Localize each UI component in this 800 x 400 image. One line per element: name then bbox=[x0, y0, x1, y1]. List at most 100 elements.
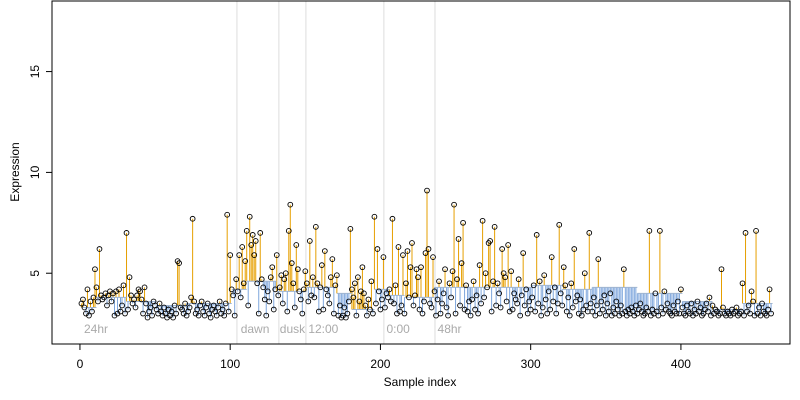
data-point bbox=[299, 310, 306, 317]
data-point bbox=[586, 230, 593, 236]
data-point bbox=[578, 312, 585, 319]
data-point bbox=[263, 312, 270, 319]
data-point bbox=[669, 312, 675, 319]
data-point bbox=[587, 300, 594, 307]
data-point bbox=[488, 308, 495, 315]
data-point bbox=[416, 306, 423, 313]
data-point bbox=[574, 292, 581, 299]
data-point bbox=[487, 238, 493, 244]
data-point bbox=[428, 304, 435, 311]
data-point bbox=[520, 250, 527, 256]
x-axis-label: Sample index bbox=[384, 375, 457, 389]
data-point bbox=[251, 252, 258, 258]
data-point bbox=[645, 308, 651, 315]
data-point bbox=[314, 280, 321, 287]
data-point bbox=[473, 292, 480, 299]
data-point bbox=[406, 294, 412, 301]
data-point bbox=[595, 256, 602, 262]
data-point bbox=[446, 280, 453, 287]
data-point bbox=[684, 302, 690, 309]
data-point bbox=[198, 298, 205, 305]
data-point bbox=[373, 300, 379, 307]
data-point bbox=[248, 242, 255, 248]
data-point bbox=[207, 314, 214, 321]
data-point bbox=[234, 288, 241, 295]
data-point bbox=[632, 302, 639, 309]
data-point bbox=[352, 280, 358, 287]
data-point bbox=[718, 266, 725, 273]
data-point bbox=[297, 296, 304, 303]
data-point bbox=[156, 300, 163, 307]
data-point bbox=[278, 272, 285, 279]
data-point bbox=[565, 294, 572, 301]
annotation: dusk bbox=[280, 322, 306, 336]
data-point bbox=[361, 290, 367, 297]
data-point bbox=[138, 296, 145, 303]
data-point bbox=[572, 298, 579, 305]
data-point bbox=[449, 268, 456, 275]
x-tick-label: 0 bbox=[77, 357, 84, 371]
data-point bbox=[437, 310, 444, 317]
data-point bbox=[768, 310, 774, 317]
data-point bbox=[131, 296, 137, 303]
data-point bbox=[660, 310, 666, 317]
data-point bbox=[267, 274, 274, 281]
data-point bbox=[201, 312, 208, 319]
x-tick-label: 400 bbox=[671, 357, 691, 371]
data-point bbox=[344, 310, 351, 317]
data-point bbox=[759, 300, 765, 307]
data-point bbox=[334, 272, 340, 279]
data-point bbox=[89, 308, 95, 315]
data-point bbox=[548, 254, 555, 260]
data-point bbox=[544, 310, 551, 317]
data-point bbox=[682, 312, 689, 319]
data-point bbox=[430, 254, 436, 260]
data-point bbox=[261, 296, 268, 303]
data-point bbox=[379, 296, 385, 303]
data-point bbox=[332, 282, 339, 289]
x-tick-label: 100 bbox=[220, 357, 240, 371]
data-point bbox=[120, 282, 127, 289]
data-point bbox=[614, 306, 621, 313]
data-point bbox=[252, 238, 259, 244]
data-point bbox=[551, 284, 558, 291]
data-point bbox=[96, 246, 103, 252]
data-point bbox=[526, 298, 533, 305]
data-point bbox=[490, 278, 496, 285]
data-point bbox=[592, 312, 599, 319]
data-point bbox=[95, 298, 101, 305]
annotation: 0:00 bbox=[386, 322, 410, 336]
data-point bbox=[419, 310, 426, 317]
data-point bbox=[664, 300, 671, 307]
data-point bbox=[443, 304, 450, 311]
data-point bbox=[529, 294, 536, 301]
data-point bbox=[604, 300, 611, 307]
data-point bbox=[675, 298, 681, 305]
data-point bbox=[424, 187, 430, 194]
data-point bbox=[511, 290, 518, 297]
data-point bbox=[350, 294, 357, 301]
data-point bbox=[448, 294, 454, 301]
data-point bbox=[458, 260, 465, 266]
data-point bbox=[258, 276, 265, 283]
data-point bbox=[284, 308, 291, 315]
data-point bbox=[590, 294, 597, 301]
data-point bbox=[382, 304, 388, 311]
data-point bbox=[533, 232, 540, 238]
data-point bbox=[541, 272, 548, 279]
plot-frame bbox=[51, 0, 791, 345]
data-point bbox=[766, 286, 773, 293]
data-point bbox=[410, 302, 417, 309]
data-point bbox=[557, 290, 564, 297]
data-point bbox=[80, 296, 86, 303]
data-point bbox=[463, 282, 469, 289]
data-point bbox=[409, 240, 415, 246]
data-point bbox=[527, 306, 534, 313]
data-point bbox=[275, 292, 282, 299]
data-point bbox=[255, 310, 262, 317]
data-point bbox=[398, 302, 405, 309]
data-point bbox=[359, 264, 366, 271]
data-point bbox=[270, 306, 277, 313]
data-point bbox=[610, 304, 617, 311]
data-point bbox=[418, 264, 424, 271]
